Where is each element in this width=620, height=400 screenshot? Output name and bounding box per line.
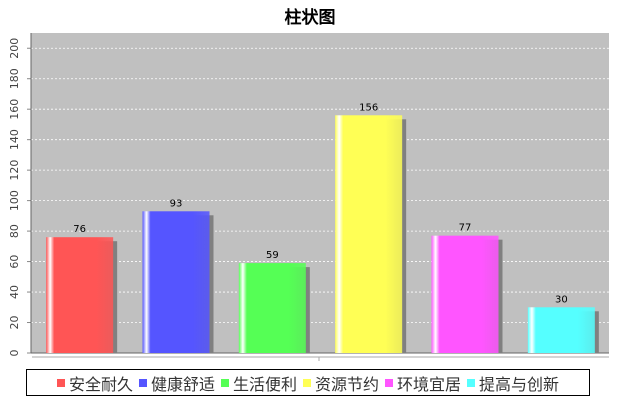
y-tick-label: 80	[8, 224, 21, 238]
legend: 安全耐久 健康舒适 生活便利 资源节约 环境宜居 提高与创新	[26, 369, 590, 396]
bar-资源节约	[335, 115, 403, 354]
legend-swatch	[220, 378, 229, 387]
bar-value-label: 77	[459, 223, 472, 234]
y-tick-label: 40	[8, 285, 21, 299]
y-tick-label: 60	[8, 255, 21, 269]
legend-swatch	[303, 378, 311, 387]
bar-生活便利	[238, 263, 306, 353]
legend-label: 健康舒适	[150, 374, 215, 394]
plot-area	[31, 33, 609, 353]
legend-label: 资源节约	[315, 374, 380, 394]
legend-label: 提高与创新	[479, 374, 560, 394]
bar-value-label: 93	[170, 198, 183, 209]
bar-value-label: 30	[555, 294, 568, 305]
y-tick-label: 20	[8, 316, 21, 330]
legend-item: 资源节约	[303, 371, 379, 395]
y-tick-label: 0	[8, 350, 21, 357]
bar-value-label: 76	[73, 224, 86, 235]
y-tick-label: 160	[8, 99, 21, 120]
bar-value-label: 156	[359, 102, 378, 113]
y-tick-label: 120	[8, 160, 21, 181]
bar-健康舒适	[142, 211, 210, 353]
bar-安全耐久	[46, 237, 114, 353]
legend-swatch	[138, 378, 147, 387]
y-tick-label: 100	[8, 190, 21, 211]
legend-item: 提高与创新	[467, 371, 559, 395]
legend-item: 健康舒适	[138, 371, 215, 395]
legend-item: 安全耐久	[56, 371, 133, 395]
bar-环境宜居	[431, 235, 499, 353]
legend-label: 安全耐久	[68, 374, 133, 394]
legend-swatch	[385, 378, 394, 387]
y-tick-label: 140	[8, 129, 21, 150]
y-tick-label: 180	[8, 68, 21, 89]
legend-item: 生活便利	[220, 371, 297, 395]
legend-swatch	[56, 378, 65, 387]
legend-label: 生活便利	[232, 374, 297, 394]
y-tick-label: 200	[8, 38, 21, 59]
legend-label: 环境宜居	[397, 374, 462, 394]
bar-提高与创新	[527, 307, 595, 353]
legend-swatch	[467, 378, 476, 387]
legend-item: 环境宜居	[385, 371, 461, 395]
bar-value-label: 59	[266, 250, 279, 261]
chart-title: 柱状图	[284, 8, 336, 28]
